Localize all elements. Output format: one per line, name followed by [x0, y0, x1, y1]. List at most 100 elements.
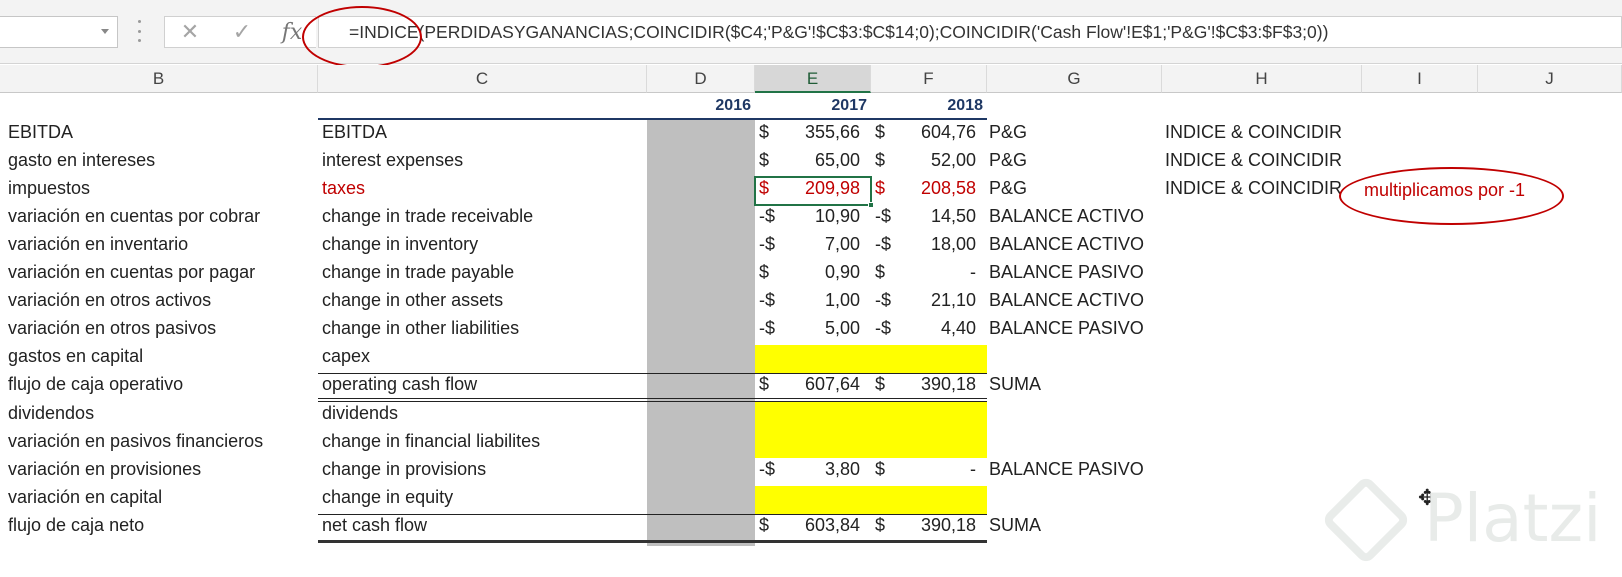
currency-2017[interactable]	[759, 483, 793, 512]
column-header-f[interactable]: F	[871, 65, 987, 93]
value-2017[interactable]	[790, 399, 860, 428]
insert-function-button[interactable]: fx	[281, 20, 303, 45]
currency-2018[interactable]: $	[875, 262, 886, 283]
close-icon[interactable]: ✕	[180, 20, 200, 45]
input-cell-yellow[interactable]	[755, 485, 987, 514]
value-2018[interactable]: 21,10	[930, 290, 976, 311]
value-2017[interactable]	[790, 342, 860, 371]
row-label-es: gasto en intereses	[8, 150, 156, 171]
column-header-i[interactable]: I	[1362, 65, 1478, 93]
value-2017[interactable]: 7,00	[824, 234, 860, 255]
method-label: INDICE & COINCIDIR	[1165, 150, 1343, 171]
value-2018[interactable]: -	[970, 458, 976, 479]
currency-2017[interactable]	[759, 342, 793, 371]
grip-dots-icon[interactable]	[138, 20, 142, 42]
currency-2018[interactable]: -$	[875, 318, 892, 339]
currency-2018[interactable]: $	[875, 514, 886, 535]
value-2017[interactable]: 65,00	[814, 150, 860, 171]
value-2017[interactable]: 5,00	[824, 318, 860, 339]
column-header-j[interactable]: J	[1478, 65, 1622, 93]
column-header-c[interactable]: C	[318, 65, 647, 93]
currency-2017[interactable]: $	[759, 150, 770, 171]
value-2017[interactable]: 355,66	[804, 122, 860, 142]
value-2018[interactable]: 208,58	[920, 178, 976, 199]
value-2018[interactable]: 18,00	[930, 234, 976, 255]
check-icon[interactable]: ✓	[232, 20, 252, 45]
row-label-en: dividends	[322, 402, 399, 423]
currency-2017[interactable]: -$	[759, 458, 776, 479]
currency-2018[interactable]: $	[875, 458, 886, 479]
row-label-es: variación en cuentas por pagar	[8, 262, 256, 283]
value-2017[interactable]	[790, 427, 860, 456]
currency-2017[interactable]: $	[759, 122, 770, 142]
value-2018[interactable]	[900, 399, 976, 428]
row-label-en: change in inventory	[322, 234, 479, 255]
fill-handle[interactable]	[868, 202, 874, 208]
value-2017[interactable]: 603,84	[804, 514, 860, 535]
column-header-h[interactable]: H	[1162, 65, 1362, 93]
input-cell-yellow[interactable]	[755, 401, 987, 430]
input-cell-yellow[interactable]	[755, 345, 987, 374]
currency-2017[interactable]	[759, 427, 793, 456]
active-cell-E[interactable]	[754, 176, 874, 208]
currency-2018[interactable]: -$	[875, 234, 892, 255]
method-label: INDICE & COINCIDIR	[1165, 122, 1343, 142]
column-header-b[interactable]: B	[0, 65, 318, 93]
currency-2017[interactable]: $	[759, 514, 770, 535]
currency-2018[interactable]: $	[875, 122, 886, 142]
currency-2018[interactable]: $	[875, 150, 886, 171]
currency-2017[interactable]: -$	[759, 290, 776, 311]
value-2018[interactable]: 604,76	[920, 122, 976, 142]
row-label-en: net cash flow	[322, 514, 428, 535]
value-2018[interactable]: 52,00	[930, 150, 976, 171]
value-2018[interactable]	[900, 342, 976, 371]
currency-2017[interactable]: $	[759, 178, 770, 199]
input-cell-yellow[interactable]	[755, 429, 987, 458]
value-2018[interactable]: 390,18	[920, 374, 976, 395]
currency-2018[interactable]: -$	[875, 206, 892, 227]
currency-2018[interactable]: $	[875, 374, 886, 395]
value-2018[interactable]: 14,50	[930, 206, 976, 227]
value-2017[interactable]: 209,98	[804, 178, 860, 199]
value-2017[interactable]: 0,90	[824, 262, 860, 283]
currency-2017[interactable]	[759, 399, 793, 428]
row-label-es: dividendos	[8, 402, 95, 423]
row-label-en: interest expenses	[322, 150, 464, 171]
chevron-down-icon[interactable]	[101, 29, 109, 34]
value-2017[interactable]	[790, 483, 860, 512]
row-label-en: change in trade payable	[322, 262, 515, 283]
value-2017[interactable]: 607,64	[804, 374, 860, 395]
value-2018[interactable]	[900, 427, 976, 456]
currency-2018[interactable]: -$	[875, 290, 892, 311]
value-2018[interactable]: 4,40	[940, 318, 976, 339]
value-2017[interactable]: 3,80	[824, 458, 860, 479]
source-label: BALANCE PASIVO	[989, 262, 1144, 283]
column-header-g[interactable]: G	[987, 65, 1162, 93]
formula-highlight-oval	[302, 6, 422, 68]
spreadsheet-grid[interactable]: 2016 2017 2018 EBITDA EBITDA $355,66 $604,7…	[0, 94, 1622, 577]
currency-2017[interactable]: -$	[759, 234, 776, 255]
year-2018: 2018	[947, 97, 983, 114]
value-2018[interactable]	[900, 483, 976, 512]
currency-2018[interactable]: $	[875, 178, 886, 199]
currency-2017[interactable]: $	[759, 262, 770, 283]
row-label-en: taxes	[322, 178, 366, 199]
row-label-es: gastos en capital	[8, 346, 144, 367]
column-header-d[interactable]: D	[647, 65, 755, 93]
row-label-en: change in equity	[322, 486, 454, 507]
bottom-border	[318, 539, 987, 543]
source-label: BALANCE PASIVO	[989, 458, 1144, 479]
row-label-en: change in trade receivable	[322, 206, 534, 227]
row-label-es: variación en otros pasivos	[8, 318, 217, 339]
value-2017[interactable]: 1,00	[824, 290, 860, 311]
value-2017[interactable]: 10,90	[814, 206, 860, 227]
name-box[interactable]	[0, 16, 118, 48]
value-2018[interactable]: 390,18	[920, 514, 976, 535]
value-2018[interactable]: -	[970, 262, 976, 283]
currency-2017[interactable]: -$	[759, 318, 776, 339]
row-label-es: flujo de caja operativo	[8, 374, 184, 395]
column-header-e[interactable]: E	[755, 65, 871, 93]
currency-2017[interactable]: $	[759, 374, 770, 395]
formula-input[interactable]: =INDICE(PERDIDASYGANANCIAS;COINCIDIR($C4…	[318, 16, 1622, 48]
currency-2017[interactable]: -$	[759, 206, 776, 227]
